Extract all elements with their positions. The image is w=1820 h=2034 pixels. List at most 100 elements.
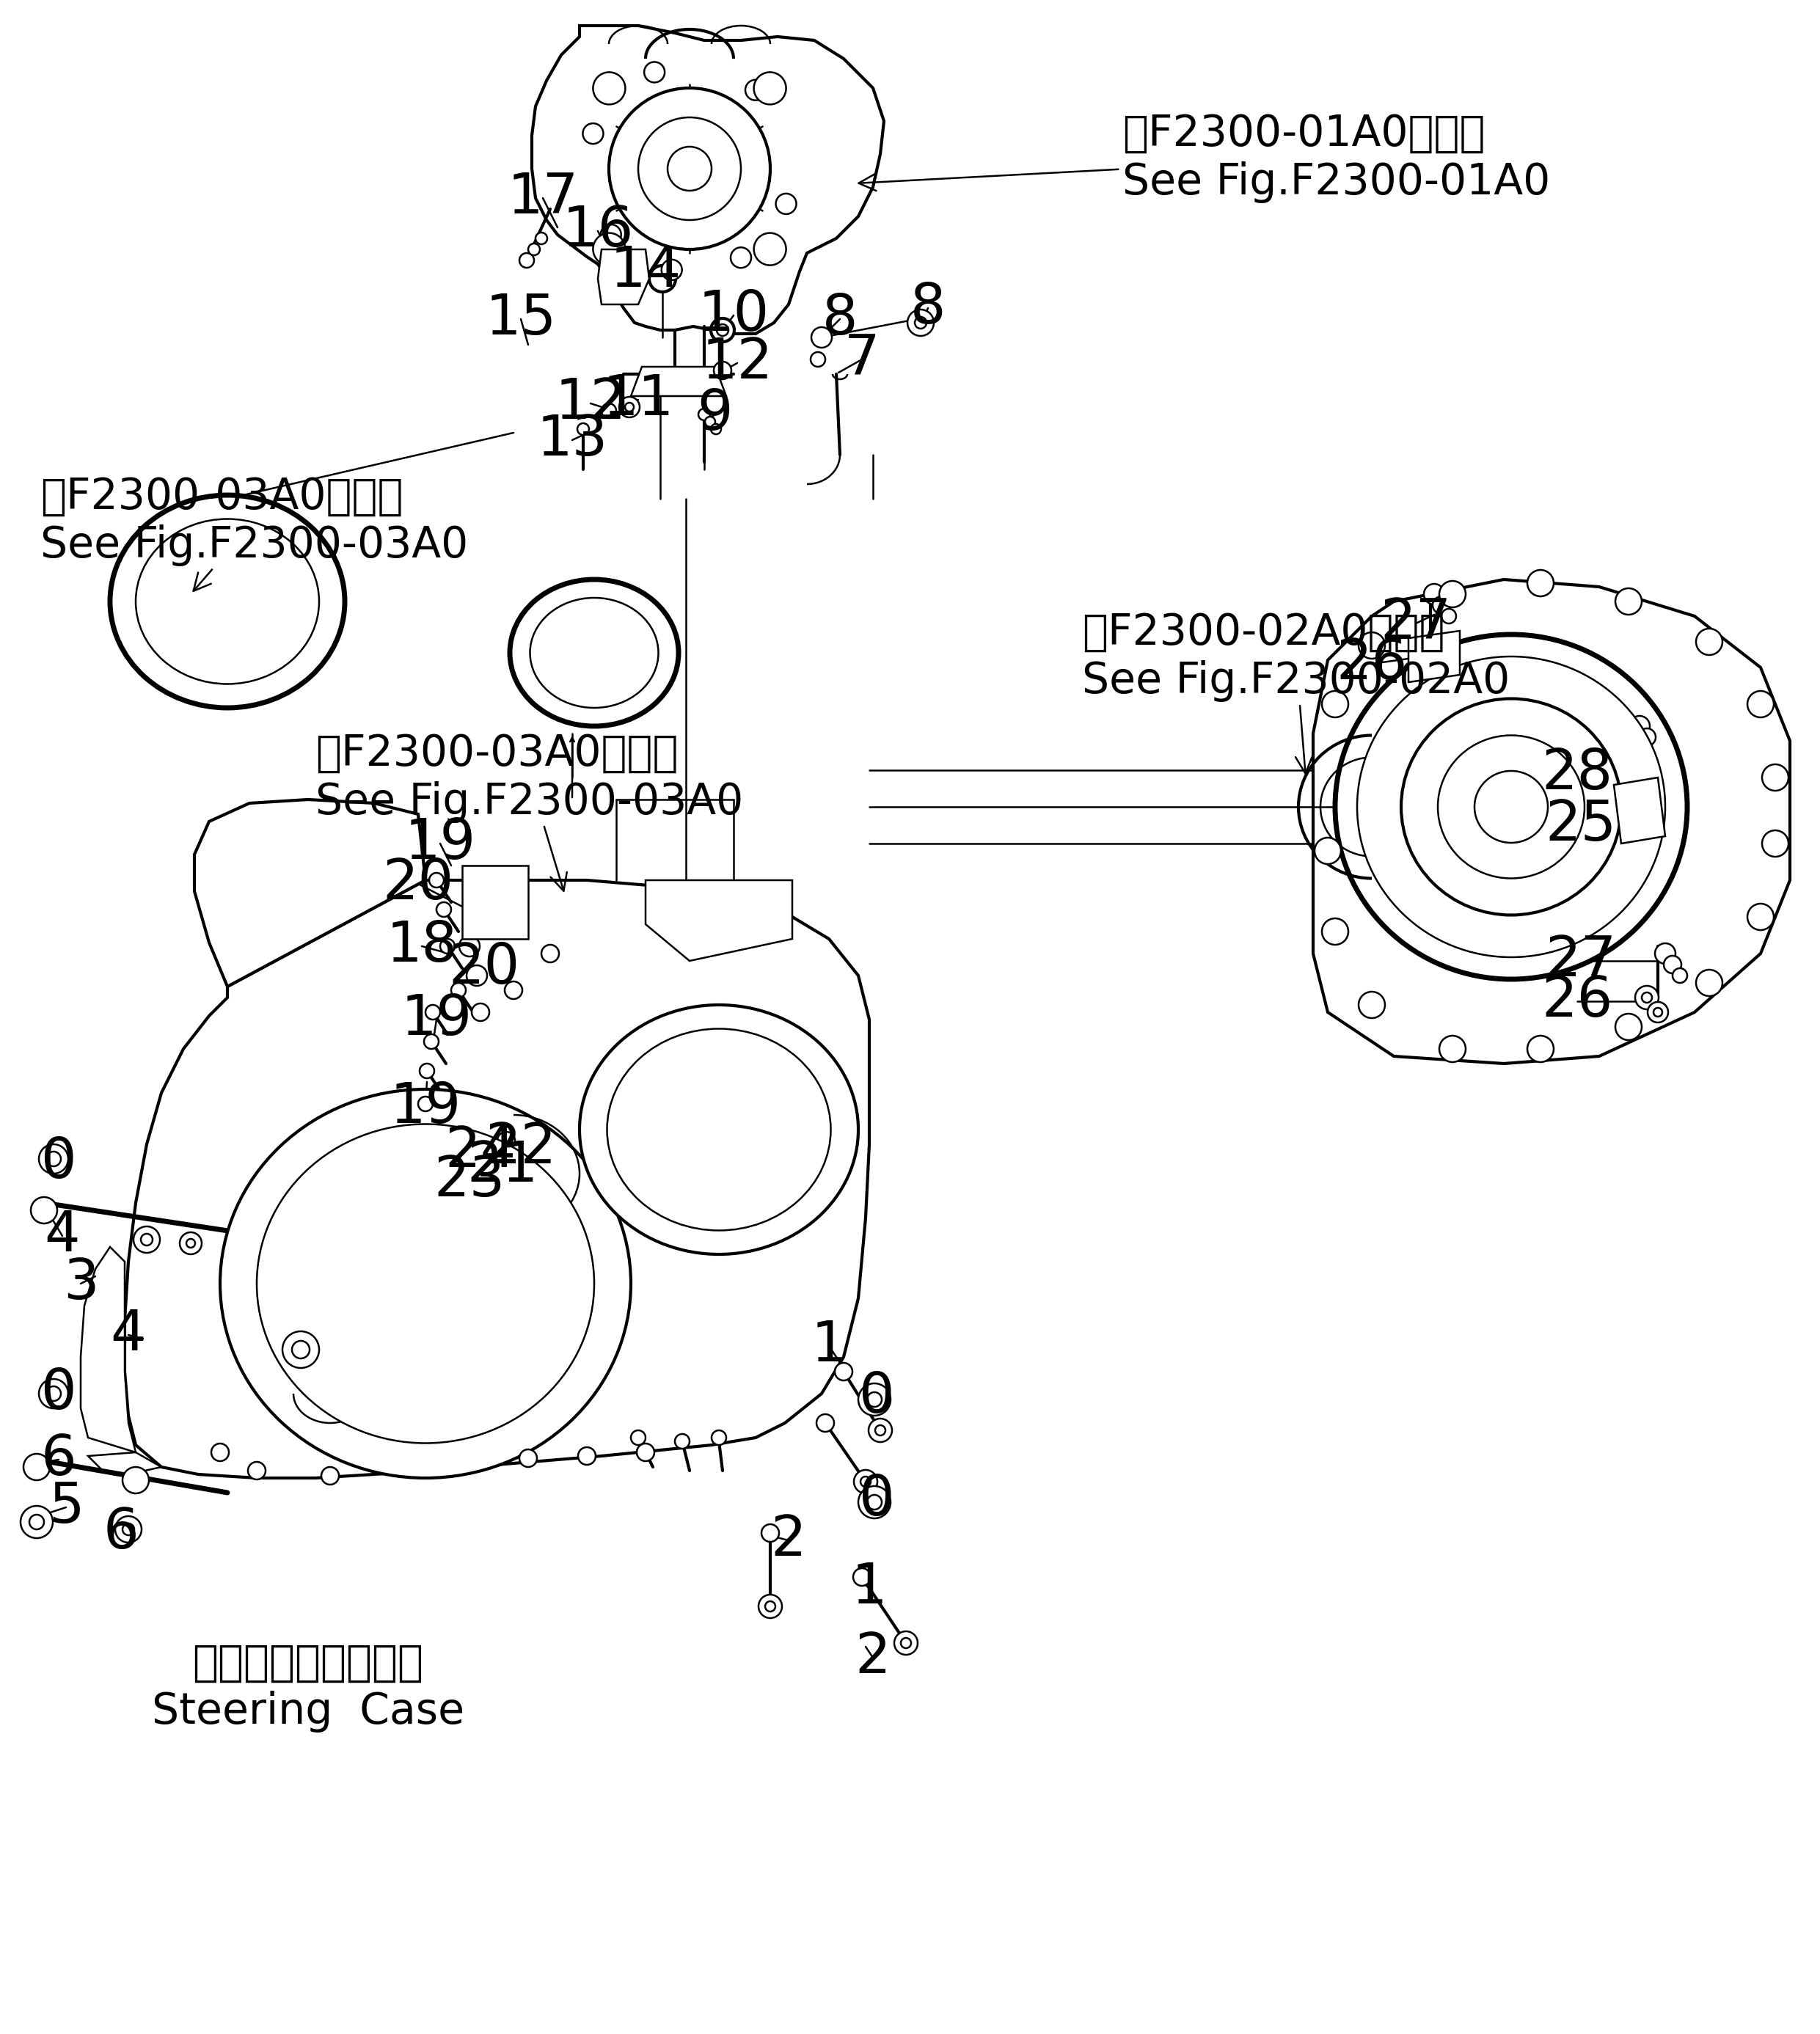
Circle shape [624,403,633,411]
Circle shape [593,71,626,104]
Circle shape [712,1430,726,1444]
Circle shape [475,1143,493,1161]
Circle shape [459,936,480,956]
Circle shape [602,403,617,419]
Circle shape [115,1515,142,1542]
Circle shape [861,1477,870,1487]
Circle shape [24,1454,49,1481]
Circle shape [908,309,934,336]
Circle shape [859,1383,890,1416]
Circle shape [426,1005,440,1019]
Text: 19: 19 [389,1080,460,1135]
Circle shape [730,248,752,268]
Text: 2: 2 [770,1513,806,1568]
Text: 23: 23 [433,1153,506,1208]
Circle shape [817,1414,834,1432]
Circle shape [1441,608,1456,624]
Ellipse shape [579,1005,859,1255]
Circle shape [519,252,533,268]
Circle shape [1432,596,1451,614]
Polygon shape [1614,777,1665,844]
Circle shape [619,397,639,417]
Text: 8: 8 [910,281,946,336]
Text: 0: 0 [40,1135,76,1190]
Text: 6: 6 [104,1505,138,1560]
Circle shape [1423,661,1445,681]
Text: 4: 4 [44,1208,80,1263]
Circle shape [775,193,797,214]
Circle shape [440,940,455,954]
Text: 第F2300-01A0図参照
See Fig.F2300-01A0: 第F2300-01A0図参照 See Fig.F2300-01A0 [859,112,1551,203]
Text: 24: 24 [444,1125,517,1180]
Circle shape [1314,838,1341,864]
Circle shape [504,982,522,999]
Text: 20: 20 [448,942,521,995]
Circle shape [528,244,541,254]
Circle shape [46,1151,60,1165]
Circle shape [1747,692,1774,718]
Text: 2: 2 [855,1631,890,1684]
Text: 16: 16 [562,203,633,258]
Text: 22: 22 [486,1121,557,1176]
Circle shape [1673,968,1687,982]
Ellipse shape [1474,771,1547,842]
Text: 6: 6 [40,1432,76,1487]
Circle shape [460,1165,479,1182]
Circle shape [866,1391,881,1408]
Circle shape [717,323,728,336]
Polygon shape [462,866,528,940]
Circle shape [419,1096,433,1111]
Text: 21: 21 [466,1139,539,1194]
Circle shape [668,146,712,191]
Text: 0: 0 [859,1371,894,1424]
Circle shape [1431,667,1438,675]
Circle shape [1634,986,1658,1009]
Circle shape [1358,633,1385,659]
Text: 4: 4 [111,1308,146,1363]
Text: 0: 0 [859,1473,894,1528]
Text: 11: 11 [602,372,673,427]
Ellipse shape [530,598,659,708]
Text: 14: 14 [610,244,681,299]
Text: 18: 18 [386,919,457,974]
Circle shape [322,1467,339,1485]
Polygon shape [531,26,885,334]
Circle shape [639,118,741,220]
Circle shape [451,982,466,997]
Circle shape [466,966,488,986]
Polygon shape [646,881,792,960]
Ellipse shape [109,494,344,708]
Circle shape [835,1363,852,1381]
Text: 27: 27 [1545,934,1616,989]
Circle shape [535,232,548,244]
Circle shape [1696,629,1722,655]
Ellipse shape [510,580,679,726]
Circle shape [1411,645,1434,669]
Circle shape [1629,716,1649,736]
Circle shape [122,1523,135,1536]
Circle shape [1616,588,1642,614]
Circle shape [753,234,786,264]
Circle shape [637,1444,655,1460]
Text: 12: 12 [701,336,774,391]
Circle shape [593,234,626,264]
Circle shape [1440,1035,1465,1062]
Circle shape [601,224,621,244]
Circle shape [812,327,832,348]
Polygon shape [87,1452,162,1475]
Circle shape [810,352,824,366]
Text: 1: 1 [812,1318,846,1373]
Circle shape [859,1487,890,1517]
Circle shape [420,1064,435,1078]
Circle shape [915,317,926,330]
Circle shape [675,1434,690,1448]
Circle shape [1321,917,1349,944]
Circle shape [632,1430,646,1444]
Circle shape [519,1450,537,1467]
Circle shape [854,1568,870,1587]
Circle shape [1696,970,1722,997]
Circle shape [122,1467,149,1493]
Text: 第F2300-03A0図参照
See Fig.F2300-03A0: 第F2300-03A0図参照 See Fig.F2300-03A0 [315,732,743,891]
Circle shape [46,1387,60,1401]
Circle shape [29,1515,44,1530]
